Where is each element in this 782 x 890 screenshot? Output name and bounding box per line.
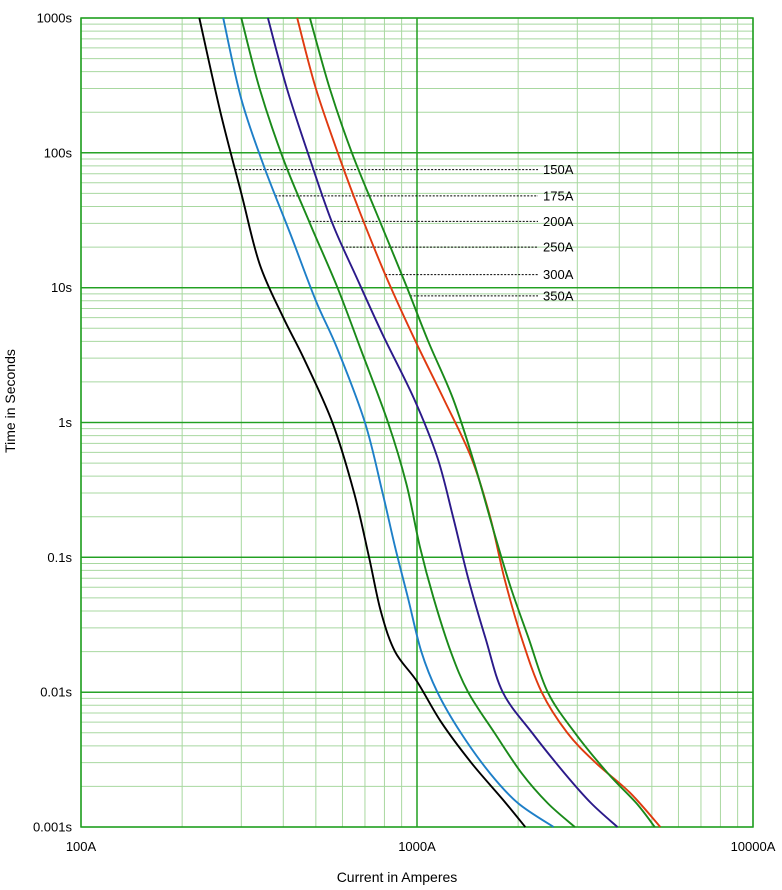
y-tick-label: 100s [44, 145, 73, 160]
y-tick-labels: 1000s 100s 10s 1s 0.1s 0.01s 0.001s [33, 11, 73, 835]
curve-label-350A: 350A [543, 288, 574, 303]
curve-250A [267, 17, 619, 828]
y-tick-label: 0.1s [47, 550, 72, 565]
y-tick-label: 1000s [37, 11, 73, 26]
x-axis-title: Current in Amperes [337, 869, 458, 885]
curve-350A [308, 17, 656, 828]
plot-border [80, 17, 754, 828]
y-tick-label: 0.01s [40, 685, 72, 700]
y-tick-label: 10s [51, 280, 72, 295]
curve-label-150A: 150A [543, 162, 574, 177]
curve-label-250A: 250A [543, 240, 574, 255]
curve-labels: 150A 175A 200A 250A 300A 350A [543, 162, 574, 303]
curve-label-175A: 175A [543, 188, 574, 203]
curve-150A [198, 17, 527, 828]
curve-175A [222, 17, 555, 828]
x-tick-label: 100A [66, 839, 97, 854]
x-tick-label: 1000A [398, 839, 436, 854]
y-tick-label: 1s [58, 415, 72, 430]
curve-label-200A: 200A [543, 214, 574, 229]
curves [198, 17, 662, 828]
y-axis-title: Time in Seconds [2, 349, 18, 453]
curve-label-300A: 300A [543, 267, 574, 282]
x-tick-labels: 100A 1000A 10000A [66, 839, 776, 854]
y-tick-label: 0.001s [33, 820, 73, 835]
x-tick-label: 10000A [731, 839, 776, 854]
leader-lines [235, 169, 538, 297]
curve-200A [240, 17, 576, 828]
grid-major [80, 17, 754, 828]
